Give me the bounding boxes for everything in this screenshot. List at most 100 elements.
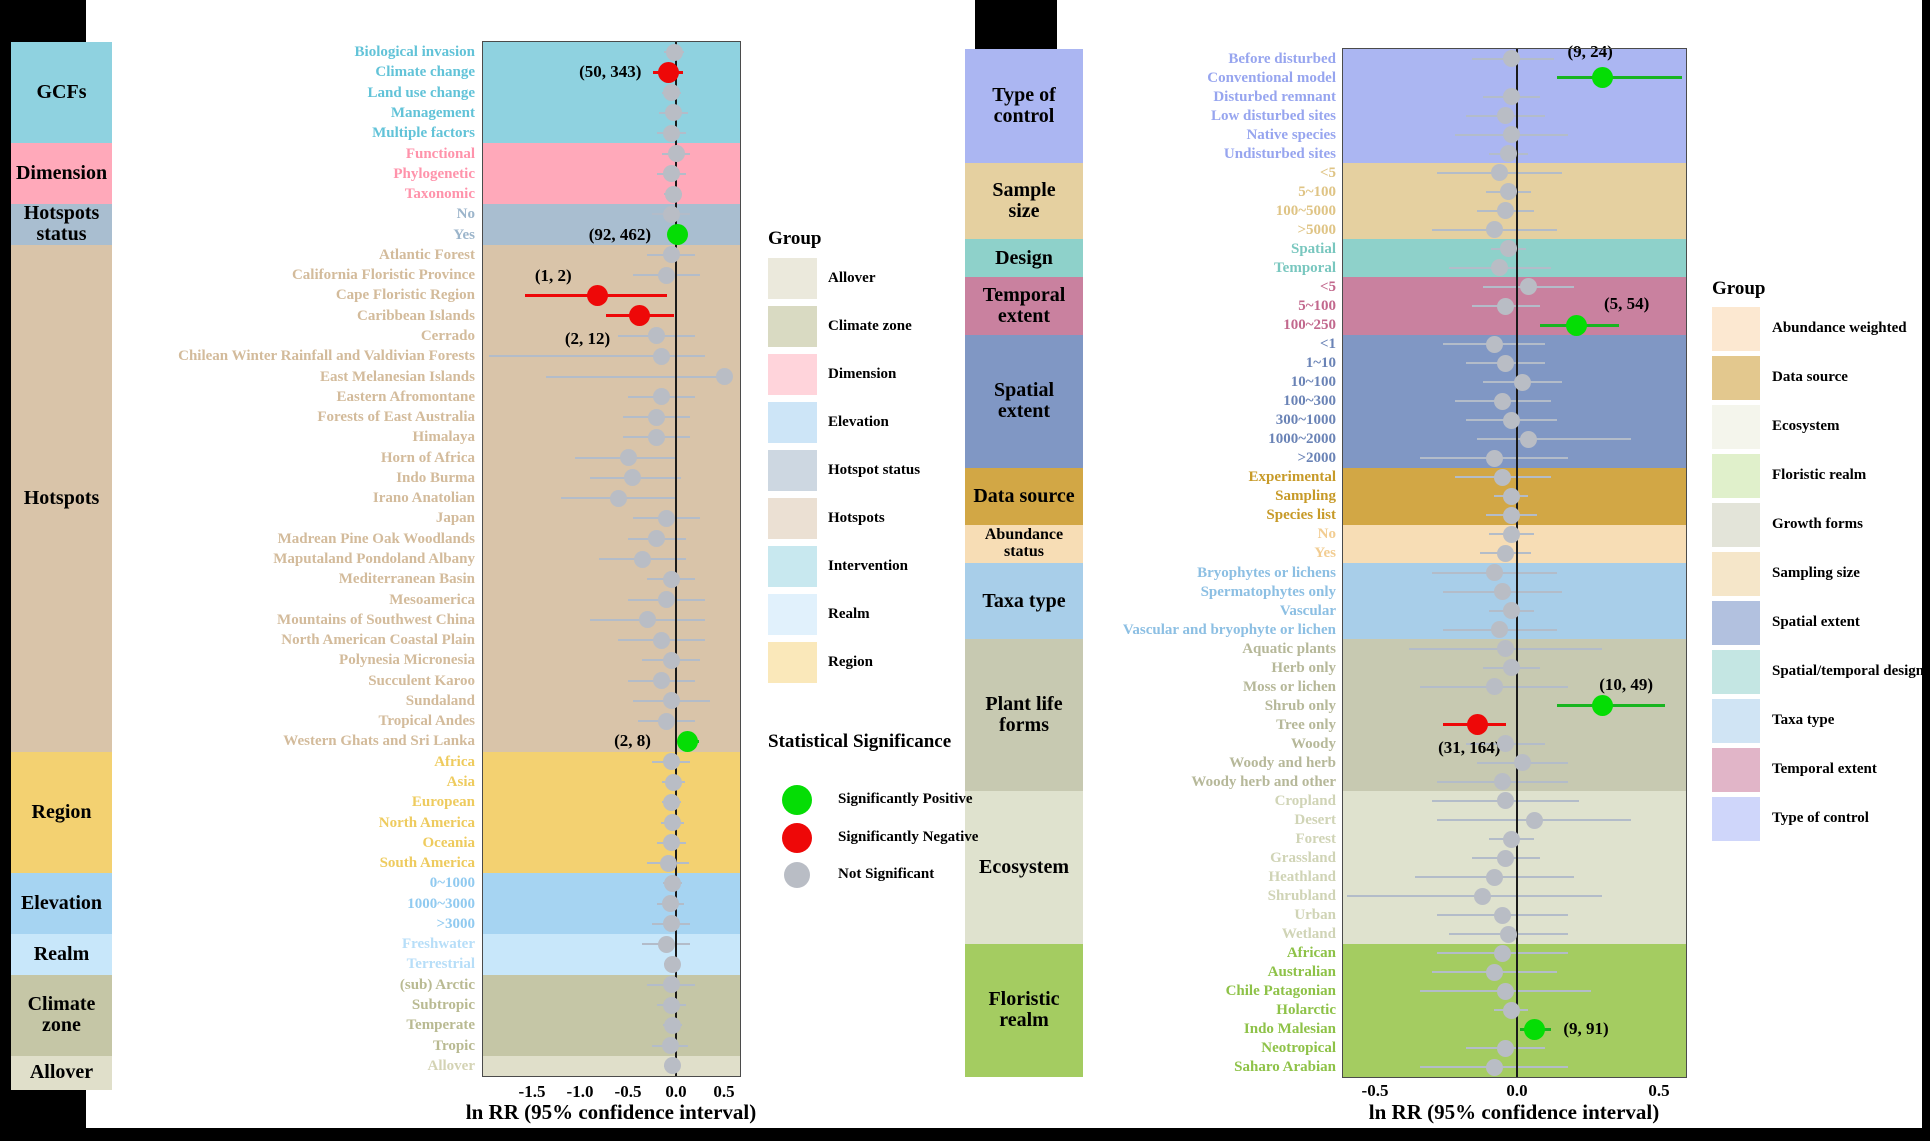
right-category-ecosystem: Ecosystem bbox=[965, 791, 1083, 944]
annotation-count: (10, 49) bbox=[1599, 674, 1654, 694]
data-point-not-significant bbox=[624, 469, 642, 487]
row-label: Woody and herb bbox=[1229, 754, 1336, 771]
row-label: Desert bbox=[1294, 812, 1336, 828]
data-point-not-significant bbox=[664, 185, 682, 203]
left-category-region: Region bbox=[11, 751, 112, 874]
row-label: >2000 bbox=[1297, 450, 1336, 467]
legend-label: Floristic realm bbox=[1772, 467, 1867, 483]
row-label: Sampling bbox=[1275, 488, 1336, 505]
data-point-not-significant bbox=[664, 104, 682, 122]
data-point-not-significant bbox=[1485, 564, 1503, 582]
legend-label: Hotspots bbox=[828, 509, 885, 526]
data-point-not-significant bbox=[1502, 525, 1520, 543]
row-label: European bbox=[411, 794, 475, 811]
legend-label: Allover bbox=[828, 269, 876, 286]
row-label: Spatial bbox=[1290, 240, 1336, 257]
data-point-not-significant bbox=[1497, 982, 1515, 1000]
right-x-axis-title: ln RR (95% confidence interval) bbox=[1368, 1100, 1660, 1124]
data-point-not-significant bbox=[1497, 544, 1515, 562]
row-label: Tropic bbox=[433, 1037, 475, 1054]
right-category-floristic-realm: Floristic realm bbox=[965, 943, 1083, 1077]
row-label: Holarctic bbox=[1276, 1002, 1336, 1019]
annotation-count: (5, 54) bbox=[1603, 294, 1650, 314]
legend-label: Spatial extent bbox=[1772, 614, 1860, 630]
row-label: Before disturbed bbox=[1228, 50, 1336, 67]
data-point-not-significant bbox=[662, 996, 680, 1014]
data-point-not-significant bbox=[662, 915, 680, 933]
row-label: Africa bbox=[434, 753, 475, 770]
data-point-not-significant bbox=[1502, 659, 1520, 677]
row-label: Allover bbox=[427, 1057, 475, 1074]
row-label: Biological invasion bbox=[354, 44, 475, 61]
data-point-not-significant bbox=[663, 1057, 681, 1075]
data-point-not-significant bbox=[661, 1037, 679, 1055]
row-label: Atlantic Forest bbox=[379, 246, 475, 263]
data-point-not-significant bbox=[1485, 449, 1503, 467]
x-axis-tick-label: -1.5 bbox=[518, 1082, 546, 1101]
right-band-ecosystem bbox=[1343, 791, 1686, 944]
annotation-count: (9, 91) bbox=[1563, 1019, 1609, 1039]
left-category-climate-zone: Climate zone bbox=[11, 974, 112, 1056]
row-label: Australian bbox=[1267, 964, 1336, 981]
row-label: (sub) Arctic bbox=[399, 976, 475, 993]
annotation-count: (1, 2) bbox=[534, 266, 572, 286]
row-label: Shrubland bbox=[1267, 888, 1336, 905]
legend-label: Region bbox=[828, 653, 873, 670]
data-point-not-significant bbox=[1525, 811, 1543, 829]
confidence-interval bbox=[1556, 76, 1682, 80]
row-label: Saharo Arabian bbox=[1234, 1059, 1336, 1076]
row-label: Wetland bbox=[1281, 926, 1336, 943]
data-point-not-significant bbox=[1494, 468, 1512, 486]
data-point-not-significant bbox=[1497, 1039, 1515, 1057]
left-band-hotspots-status bbox=[483, 204, 740, 245]
row-label: Urban bbox=[1294, 907, 1336, 924]
data-point-significant-negative bbox=[657, 61, 679, 83]
data-point-significant-positive bbox=[1591, 695, 1613, 717]
row-label: Aquatic plants bbox=[1242, 640, 1336, 657]
row-label: >3000 bbox=[436, 915, 475, 932]
row-label: Land use change bbox=[367, 84, 475, 101]
data-point-not-significant bbox=[663, 1016, 681, 1034]
row-label: Yes bbox=[453, 226, 475, 243]
data-point-not-significant bbox=[1499, 145, 1517, 163]
data-point-not-significant bbox=[1485, 678, 1503, 696]
row-label: Moss or lichen bbox=[1242, 678, 1336, 695]
row-label: Low disturbed sites bbox=[1210, 107, 1336, 124]
significance-marker-negative bbox=[782, 823, 812, 853]
legend-label: Climate zone bbox=[828, 317, 912, 334]
data-point-not-significant bbox=[1502, 506, 1520, 524]
row-label: North America bbox=[378, 814, 475, 831]
data-point-significant-positive bbox=[1523, 1018, 1545, 1040]
row-label: No bbox=[1317, 526, 1336, 543]
row-label: No bbox=[456, 206, 475, 223]
legend-swatch-intervention bbox=[768, 546, 817, 587]
legend-swatch-dimension bbox=[768, 354, 817, 395]
data-point-not-significant bbox=[657, 266, 675, 284]
left-category-realm: Realm bbox=[11, 934, 112, 975]
row-label: Succulent Karoo bbox=[368, 672, 475, 689]
data-point-not-significant bbox=[1502, 88, 1520, 106]
legend-label: Growth forms bbox=[1772, 516, 1863, 532]
row-label: 10~100 bbox=[1290, 374, 1336, 391]
data-point-not-significant bbox=[1485, 221, 1503, 239]
data-point-not-significant bbox=[1497, 107, 1515, 125]
right-category-type-of-control: Type of control bbox=[965, 49, 1083, 164]
left-band-elevation bbox=[483, 873, 740, 935]
row-label: <1 bbox=[1319, 336, 1336, 353]
significance-label: Significantly Positive bbox=[838, 791, 973, 807]
row-label: Woody bbox=[1290, 735, 1336, 752]
data-point-not-significant bbox=[661, 895, 679, 913]
row-label: East Melanesian Islands bbox=[319, 368, 475, 385]
right-category-temporal-extent: Temporal extent bbox=[965, 277, 1083, 335]
significance-marker-positive bbox=[782, 785, 812, 815]
row-label: Asia bbox=[446, 774, 475, 791]
legend-swatch-climate-zone bbox=[768, 306, 817, 347]
row-label: Forests of East Australia bbox=[317, 409, 475, 426]
right-category-plant-life-forms: Plant life forms bbox=[965, 639, 1083, 792]
x-axis-tick-label: -1.0 bbox=[566, 1082, 594, 1101]
row-label: Mesoamerica bbox=[389, 591, 475, 608]
row-label: Western Ghats and Sri Lanka bbox=[283, 733, 475, 750]
row-label: African bbox=[1286, 945, 1336, 962]
data-point-not-significant bbox=[1494, 944, 1512, 962]
data-point-not-significant bbox=[619, 449, 637, 467]
